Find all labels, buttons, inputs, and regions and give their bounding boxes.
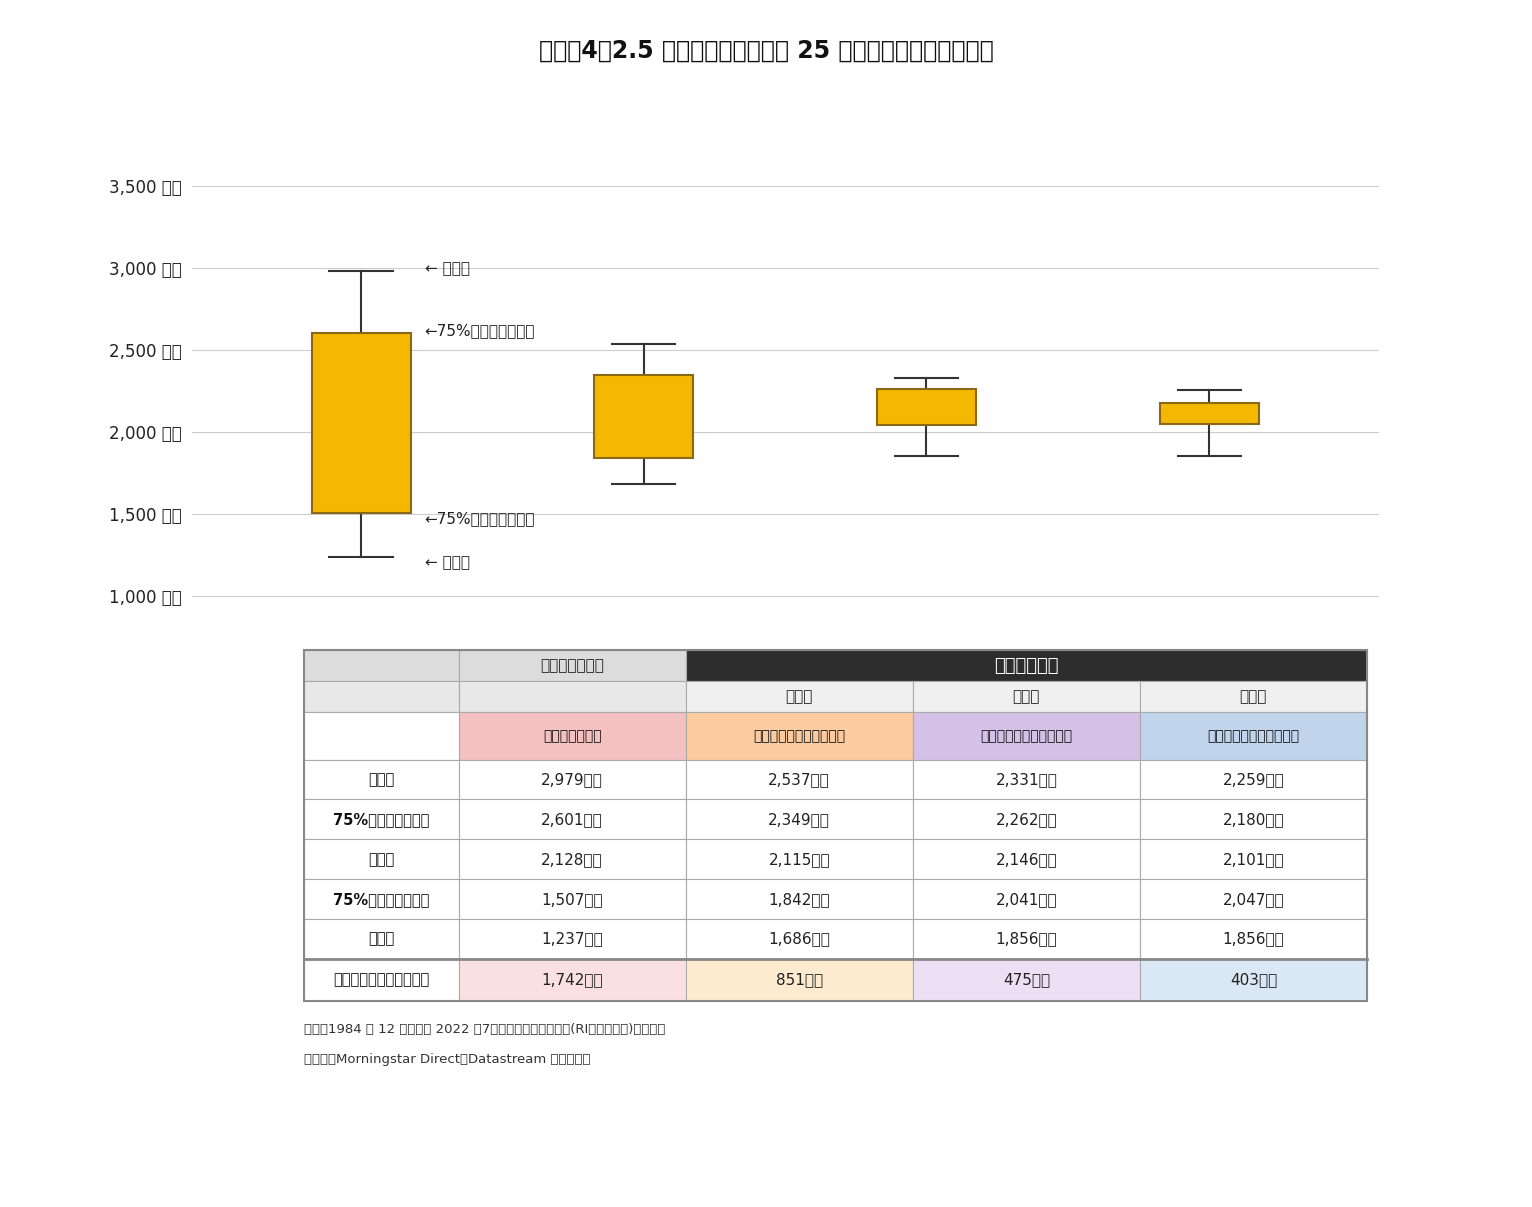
Text: 【図表4】2.5 万円の積立投資での 25 年後の時価残高の分布図: 【図表4】2.5 万円の積立投資での 25 年後の時価残高の分布図 (539, 39, 993, 63)
Bar (1140, 799, 1367, 839)
Bar (305, 651, 1367, 1001)
Bar (1140, 681, 1367, 712)
Bar (305, 651, 458, 681)
Text: 1,856万円: 1,856万円 (1223, 932, 1284, 946)
Bar (913, 960, 1140, 1001)
Bar (913, 839, 1140, 879)
Bar (305, 839, 458, 879)
Text: 1,842万円: 1,842万円 (769, 892, 830, 906)
Bar (1140, 712, 1367, 759)
Text: 平均値: 平均値 (368, 852, 395, 867)
Bar (594, 375, 694, 457)
Text: 移行しない場合: 移行しない場合 (541, 658, 604, 674)
Text: 全額を元本確保型にする: 全額を元本確保型にする (1207, 729, 1299, 742)
Text: 最大値: 最大値 (368, 772, 395, 787)
Text: 2,262万円: 2,262万円 (996, 812, 1057, 827)
Text: 1,686万円: 1,686万円 (769, 932, 830, 946)
Text: 2,537万円: 2,537万円 (769, 772, 830, 787)
Text: 2,128万円: 2,128万円 (541, 852, 604, 867)
Bar (305, 879, 458, 920)
Text: （注）1984 年 12 月末から 2022 年7月末までの月次データ(RI・円ベース)を使用。: （注）1984 年 12 月末から 2022 年7月末までの月次データ(RI・円… (305, 1024, 666, 1037)
Text: 半分を元本確保型にする: 半分を元本確保型にする (754, 729, 846, 742)
Bar (458, 879, 686, 920)
Text: 2,259万円: 2,259万円 (1223, 772, 1284, 787)
Text: 403万円: 403万円 (1230, 973, 1278, 987)
Bar (311, 333, 411, 513)
Text: 2,180万円: 2,180万円 (1223, 812, 1284, 827)
Bar (913, 920, 1140, 960)
Text: 全額をバランス型にする: 全額をバランス型にする (980, 729, 1072, 742)
Text: 851万円: 851万円 (775, 973, 823, 987)
Bar (686, 920, 913, 960)
Text: 1,856万円: 1,856万円 (996, 932, 1057, 946)
Bar (1160, 403, 1259, 425)
Bar (1140, 759, 1367, 799)
Bar (458, 960, 686, 1001)
Bar (458, 759, 686, 799)
Bar (1140, 920, 1367, 960)
Bar (458, 839, 686, 879)
Bar (458, 799, 686, 839)
Text: 2,979万円: 2,979万円 (541, 772, 604, 787)
Bar (686, 799, 913, 839)
Bar (686, 759, 913, 799)
Text: （ａ）: （ａ） (786, 689, 813, 704)
Bar (913, 759, 1140, 799)
Text: 最小値: 最小値 (368, 932, 395, 946)
Bar (913, 681, 1140, 712)
Bar (686, 651, 1367, 681)
Text: 2,349万円: 2,349万円 (769, 812, 830, 827)
Bar (913, 879, 1140, 920)
Text: ← 最小値: ← 最小値 (424, 555, 470, 571)
Bar (305, 712, 458, 759)
Text: ← 最大値: ← 最大値 (424, 262, 470, 276)
Bar (876, 389, 976, 425)
Bar (458, 920, 686, 960)
Text: （ｂ）: （ｂ） (1013, 689, 1040, 704)
Bar (458, 712, 686, 759)
Bar (305, 759, 458, 799)
Bar (686, 681, 913, 712)
Text: （資料）Morningstar Direct、Datastream から作成。: （資料）Morningstar Direct、Datastream から作成。 (305, 1053, 591, 1066)
Text: 運用継続をする: 運用継続をする (542, 729, 602, 742)
Text: 2,115万円: 2,115万円 (769, 852, 830, 867)
Text: 最大値と最小値との差額: 最大値と最小値との差額 (334, 973, 429, 987)
Text: ←75%範囲内の最小値: ←75%範囲内の最小値 (424, 512, 535, 526)
Bar (686, 839, 913, 879)
Bar (458, 651, 686, 681)
Bar (1140, 960, 1367, 1001)
Bar (686, 712, 913, 759)
Bar (686, 879, 913, 920)
Bar (305, 681, 458, 712)
Text: 1,742万円: 1,742万円 (541, 973, 604, 987)
Bar (458, 681, 686, 712)
Bar (913, 799, 1140, 839)
Bar (686, 960, 913, 1001)
Text: 2,146万円: 2,146万円 (996, 852, 1057, 867)
Text: 1,507万円: 1,507万円 (541, 892, 604, 906)
Bar (1140, 839, 1367, 879)
Bar (305, 799, 458, 839)
Text: 移行する場合: 移行する場合 (994, 657, 1059, 675)
Bar (913, 712, 1140, 759)
Text: 2,101万円: 2,101万円 (1223, 852, 1284, 867)
Text: ←75%範囲内の最大値: ←75%範囲内の最大値 (424, 323, 535, 338)
Text: 75%範囲内の最小値: 75%範囲内の最小値 (334, 892, 429, 906)
Text: 2,041万円: 2,041万円 (996, 892, 1057, 906)
Text: 475万円: 475万円 (1003, 973, 1049, 987)
Text: 2,331万円: 2,331万円 (996, 772, 1057, 787)
Bar (305, 920, 458, 960)
Text: 75%範囲内の最大値: 75%範囲内の最大値 (334, 812, 429, 827)
Text: 1,237万円: 1,237万円 (541, 932, 604, 946)
Bar (1140, 879, 1367, 920)
Bar (305, 960, 458, 1001)
Text: （ｃ）: （ｃ） (1239, 689, 1267, 704)
Text: 2,047万円: 2,047万円 (1223, 892, 1284, 906)
Text: 2,601万円: 2,601万円 (541, 812, 604, 827)
